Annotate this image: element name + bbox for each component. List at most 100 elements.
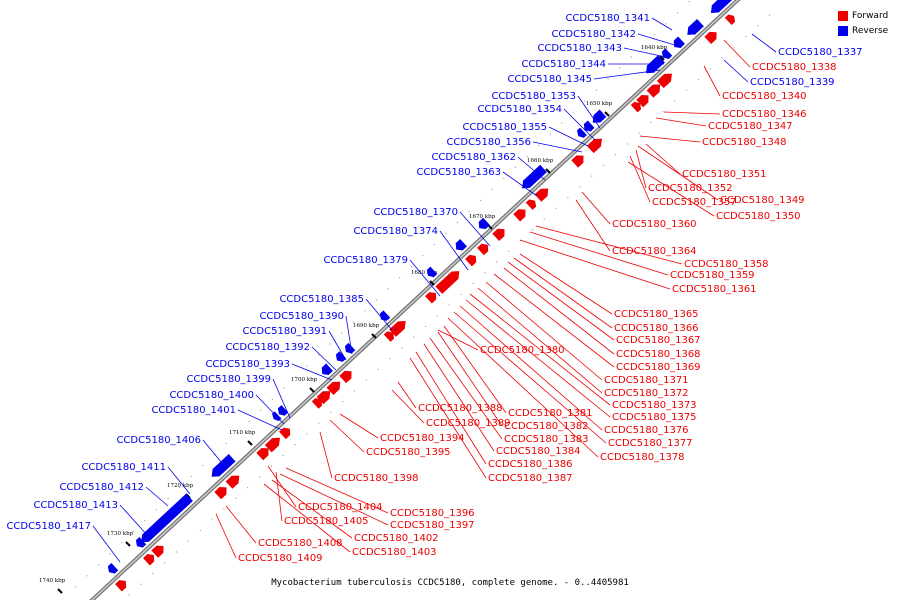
tick-label: 1720 kbp	[167, 483, 194, 489]
forward-gene-block-arrow	[339, 370, 352, 384]
reverse-gene-block	[344, 342, 356, 354]
forward-gene-label: CCDC5180_1338	[752, 62, 837, 73]
reverse-gene-label: CCDC5180_1374	[353, 226, 438, 237]
forward-leader-2	[663, 111, 721, 115]
forward-gene-block-arrow	[311, 398, 323, 409]
reverse-gene-block	[576, 127, 587, 138]
reverse-gene-label: CCDC5180_1406	[116, 435, 201, 446]
forward-gene-block-arrow	[326, 381, 341, 395]
forward-gene-label: CCDC5180_1375	[612, 412, 697, 423]
forward-gene-label: CCDC5180_1405	[284, 516, 369, 527]
forward-leader-41	[275, 471, 283, 522]
reverse-leader-20	[255, 394, 285, 425]
forward-gene-label: CCDC5180_1361	[672, 284, 757, 295]
reverse-gene-label: CCDC5180_1343	[537, 43, 622, 54]
forward-gene-block	[151, 545, 164, 558]
forward-gene-block	[383, 331, 395, 342]
tick-label: 1680 kbp	[411, 270, 438, 276]
tick-label: 1690 kbp	[353, 323, 380, 329]
forward-gene-block	[477, 243, 489, 256]
reverse-leader-18	[291, 363, 333, 381]
reverse-gene-block-arrow	[335, 351, 347, 362]
forward-leader-34	[423, 343, 495, 452]
forward-gene-block-arrow	[425, 292, 437, 304]
forward-gene-block-arrow	[383, 331, 395, 342]
forward-gene-label: CCDC5180_1380	[480, 345, 565, 356]
forward-gene-label: CCDC5180_1371	[604, 375, 689, 386]
reverse-gene-block	[646, 58, 662, 74]
reverse-gene-block-arrow	[107, 563, 119, 574]
reverse-leader-9	[517, 156, 546, 181]
forward-gene-label: CCDC5180_1359	[670, 270, 755, 281]
forward-gene-block	[630, 101, 642, 113]
forward-leader-42	[279, 473, 389, 526]
reverse-gene-block-arrow	[592, 109, 607, 123]
forward-gene-label: CCDC5180_1383	[504, 434, 589, 445]
reverse-gene-label: CCDC5180_1342	[551, 29, 636, 40]
forward-gene-block-arrow	[115, 580, 127, 592]
reverse-gene-label: CCDC5180_1393	[205, 359, 290, 370]
reverse-gene-block	[673, 36, 685, 48]
forward-gene-block	[339, 370, 352, 384]
forward-gene-label: CCDC5180_1364	[612, 246, 697, 257]
forward-gene-label: CCDC5180_1346	[722, 109, 807, 120]
reverse-gene-block	[321, 363, 333, 375]
forward-leader-24	[465, 299, 611, 418]
legend-item-reverse: Reverse	[838, 23, 888, 38]
reverse-gene-label: CCDC5180_1354	[477, 104, 562, 115]
forward-gene-block-arrow	[656, 73, 672, 89]
forward-gene-label: CCDC5180_1369	[616, 362, 701, 373]
forward-leader-31	[339, 413, 379, 439]
reverse-leader-17	[311, 346, 337, 371]
forward-leader-26	[443, 325, 507, 414]
reverse-gene-label: CCDC5180_1412	[59, 482, 144, 493]
forward-gene-block	[143, 554, 155, 566]
reverse-gene-label: CCDC5180_1355	[462, 122, 547, 133]
reverse-leader-11	[459, 211, 491, 247]
reverse-swatch	[838, 25, 848, 36]
reverse-gene-block	[455, 239, 467, 251]
genome-axis-highlight	[91, 0, 739, 600]
forward-leader-11	[575, 199, 611, 252]
reverse-gene-block	[277, 405, 289, 416]
reverse-leader-4	[593, 69, 661, 80]
tick-mark	[604, 111, 610, 117]
forward-gene-label: CCDC5180_1366	[614, 323, 699, 334]
forward-gene-block-arrow	[492, 228, 505, 242]
tick-label: 1660 kbp	[527, 158, 554, 164]
reverse-gene-block	[335, 351, 347, 362]
reverse-gene-block-arrow	[478, 217, 490, 230]
tick-label: 1740 kbp	[39, 578, 66, 584]
reverse-leader-16	[328, 330, 347, 361]
forward-leader-8	[629, 155, 651, 203]
reverse-leader-28	[723, 59, 749, 83]
forward-leader-20	[437, 329, 479, 351]
reverse-gene-block-arrow	[583, 120, 595, 132]
forward-gene-block	[513, 209, 526, 222]
legend-label-forward: Forward	[852, 10, 889, 21]
reverse-leader-7	[548, 126, 589, 147]
tick-label: 1650 kbp	[586, 101, 613, 107]
legend-label-reverse: Reverse	[852, 25, 889, 36]
tick-label: 1730 kbp	[107, 531, 134, 537]
forward-leader-12	[535, 225, 683, 265]
forward-leader-37	[409, 357, 487, 479]
tick-label: 1700 kbp	[291, 377, 318, 383]
forward-gene-block	[425, 292, 437, 304]
forward-gene-block-arrow	[636, 94, 649, 108]
tick-mark	[545, 168, 551, 174]
forward-gene-block	[389, 320, 406, 337]
forward-gene-block	[656, 73, 672, 89]
forward-gene-label: CCDC5180_1408	[258, 538, 343, 549]
forward-leader-7	[637, 145, 719, 201]
reverse-gene-block	[141, 496, 190, 543]
forward-leader-30	[453, 311, 607, 444]
reverse-gene-block-arrow	[455, 239, 467, 251]
forward-gene-block	[525, 199, 537, 210]
forward-gene-block	[492, 228, 505, 242]
forward-leader-25	[397, 381, 417, 409]
reverse-gene-block-arrow	[426, 266, 438, 278]
reverse-leader-26	[92, 525, 121, 563]
forward-gene-label: CCDC5180_1409	[238, 553, 323, 564]
forward-gene-label: CCDC5180_1340	[722, 91, 807, 102]
